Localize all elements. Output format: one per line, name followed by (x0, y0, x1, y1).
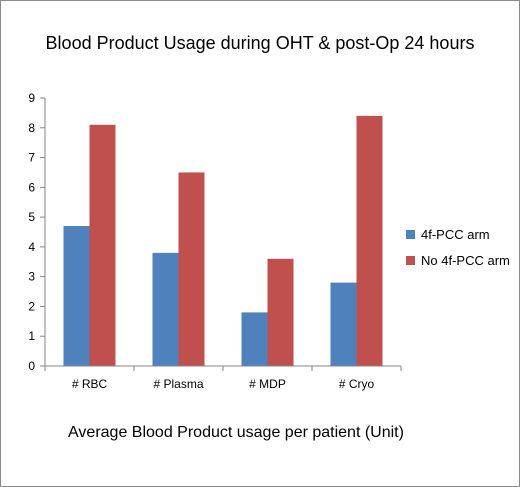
bar-4f-pcc-2 (241, 312, 268, 366)
legend-swatch-4f-pcc (406, 230, 415, 240)
bar-4f-pcc-3 (330, 282, 357, 366)
bar-no-4f-pcc-1 (178, 172, 205, 366)
x-tick-label: # Plasma (153, 377, 203, 391)
legend-item-4f-pcc: 4f-PCC arm (406, 226, 490, 242)
x-axis-ticks: # RBC # Plasma # MDP # Cryo (44, 366, 402, 391)
y-tick-label: 8 (28, 121, 35, 135)
y-tick-label: 3 (28, 270, 35, 284)
legend-swatch-no-4f-pcc (406, 256, 415, 266)
chart-title: Blood Product Usage during OHT & post-Op… (45, 33, 475, 53)
x-tick-label: # Cryo (339, 377, 375, 391)
y-tick-label: 9 (28, 91, 35, 105)
y-tick-label: 5 (28, 210, 35, 224)
bar-4f-pcc-0 (63, 226, 90, 366)
y-tick-label: 7 (28, 151, 35, 165)
legend-label-4f-pcc: 4f-PCC arm (421, 227, 490, 243)
bar-4f-pcc-1 (152, 252, 179, 366)
bars (63, 115, 383, 366)
x-tick-label: # RBC (72, 377, 108, 391)
x-axis-title: Average Blood Product usage per patient … (68, 424, 404, 441)
y-axis-ticks: 0 1 2 3 4 5 6 7 8 9 (28, 91, 45, 373)
y-tick-label: 2 (28, 299, 35, 313)
x-tick-label: # MDP (249, 377, 286, 391)
legend-item-no-4f-pcc: No 4f-PCC arm (406, 252, 510, 268)
bar-no-4f-pcc-0 (89, 124, 116, 366)
bar-no-4f-pcc-3 (356, 115, 383, 366)
legend-label-no-4f-pcc: No 4f-PCC arm (421, 253, 510, 269)
y-tick-label: 6 (28, 180, 35, 194)
bar-no-4f-pcc-2 (267, 258, 294, 366)
y-tick-label: 1 (28, 329, 35, 343)
y-tick-label: 0 (28, 359, 35, 373)
y-tick-label: 4 (28, 240, 35, 254)
